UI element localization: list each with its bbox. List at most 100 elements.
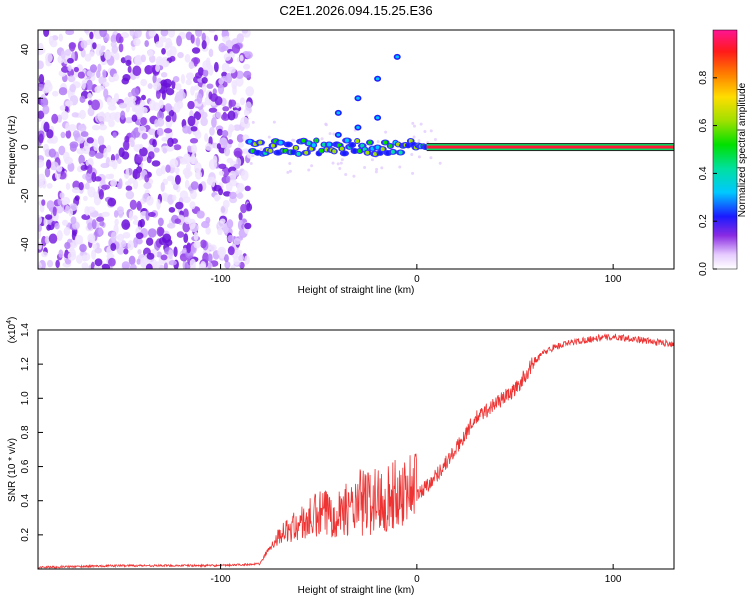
noise-cell	[374, 170, 378, 174]
noise-cell	[205, 226, 211, 235]
noise-cell	[60, 50, 66, 60]
noise-cell	[221, 30, 229, 37]
noise-cell	[42, 104, 50, 115]
noise-cell	[398, 165, 402, 169]
carrier-cell	[365, 150, 370, 155]
noise-cell	[411, 171, 415, 175]
noise-cell	[38, 110, 45, 120]
noise-cell	[125, 190, 135, 200]
noise-cell	[183, 153, 192, 165]
noise-cell	[208, 48, 214, 58]
noise-cell	[173, 246, 178, 258]
noise-cell	[172, 194, 177, 201]
noise-cell	[202, 69, 209, 77]
noise-cell	[64, 156, 73, 165]
colorbar-gradient	[712, 29, 738, 270]
noise-cell	[235, 76, 244, 87]
snr-ytick-label: 0.2	[20, 527, 31, 541]
noise-cell	[122, 231, 131, 239]
noise-cell	[138, 143, 144, 149]
noise-cell	[173, 183, 179, 191]
noise-cell	[235, 70, 244, 79]
carrier-cell	[270, 143, 275, 148]
noise-cell	[201, 40, 207, 50]
noise-cell	[363, 166, 367, 170]
carrier-cell	[398, 150, 403, 155]
noise-cell	[87, 92, 93, 100]
noise-cell	[189, 258, 196, 269]
noise-cell	[80, 164, 88, 171]
noise-cell	[99, 220, 105, 227]
noise-cell	[200, 239, 207, 249]
noise-cell	[110, 34, 117, 44]
noise-cell	[155, 168, 163, 177]
noise-cell	[245, 101, 252, 112]
noise-cell	[68, 208, 73, 217]
noise-cell	[49, 161, 59, 171]
noise-cell	[172, 76, 180, 83]
carrier-cell	[350, 143, 355, 148]
noise-cell	[148, 211, 156, 218]
noise-cell	[96, 216, 105, 222]
noise-cell	[168, 260, 177, 266]
noise-cell	[125, 168, 130, 180]
noise-cell	[236, 182, 245, 193]
noise-cell	[88, 51, 95, 58]
noise-cell	[125, 185, 133, 191]
noise-cell	[189, 201, 196, 210]
noise-cell	[202, 60, 212, 71]
noise-cell	[131, 114, 138, 122]
noise-cell	[213, 184, 222, 192]
noise-cell	[120, 32, 130, 39]
noise-cell	[168, 206, 176, 213]
noise-cell	[78, 181, 84, 191]
noise-cell	[81, 214, 91, 221]
noise-cell	[160, 30, 169, 37]
snr-ticks: -100 0 100 0.2 0.4 0.6 0.8 1.0 1.2 1.4	[20, 323, 622, 585]
noise-cell	[91, 211, 99, 217]
noise-cell	[245, 202, 253, 212]
noise-cell	[174, 167, 180, 174]
noise-cell	[54, 222, 60, 230]
noise-cell	[184, 179, 190, 189]
noise-cell	[95, 152, 104, 159]
noise-cell	[187, 145, 192, 153]
noise-cell	[67, 162, 75, 172]
noise-cell	[233, 124, 241, 131]
noise-cell	[195, 170, 203, 180]
snr-ytick-label: 1.0	[20, 391, 31, 405]
noise-cell	[89, 64, 98, 73]
colorbar-tick-label: 0.4	[698, 166, 709, 180]
noise-cell	[160, 182, 165, 192]
noise-cell	[163, 262, 168, 269]
noise-cell	[375, 167, 379, 171]
carrier-cell	[390, 149, 395, 154]
noise-cell	[47, 138, 54, 144]
noise-cell	[147, 228, 157, 238]
noise-cell	[148, 30, 157, 37]
carrier-cell	[258, 140, 263, 145]
noise-cell	[177, 51, 184, 59]
noise-cell	[41, 251, 48, 258]
noise-cell	[292, 138, 296, 142]
noise-cell	[129, 30, 135, 37]
carrier-cell	[304, 150, 309, 155]
noise-cell	[228, 99, 237, 107]
noise-cell	[167, 30, 176, 38]
noise-cell	[71, 187, 81, 194]
noise-cell	[38, 173, 46, 183]
noise-cell	[189, 137, 199, 144]
noise-cell	[59, 192, 65, 199]
noise-cell	[44, 236, 50, 244]
noise-cell	[56, 230, 63, 241]
noise-cell	[244, 51, 253, 59]
noise-cell	[38, 47, 46, 55]
heatmap-marks	[38, 30, 674, 269]
noise-cell	[139, 105, 145, 114]
noise-cell	[209, 126, 215, 136]
noise-cell	[236, 192, 244, 200]
carrier-cell	[408, 138, 413, 143]
noise-cell	[100, 179, 106, 186]
noise-cell	[67, 64, 72, 72]
